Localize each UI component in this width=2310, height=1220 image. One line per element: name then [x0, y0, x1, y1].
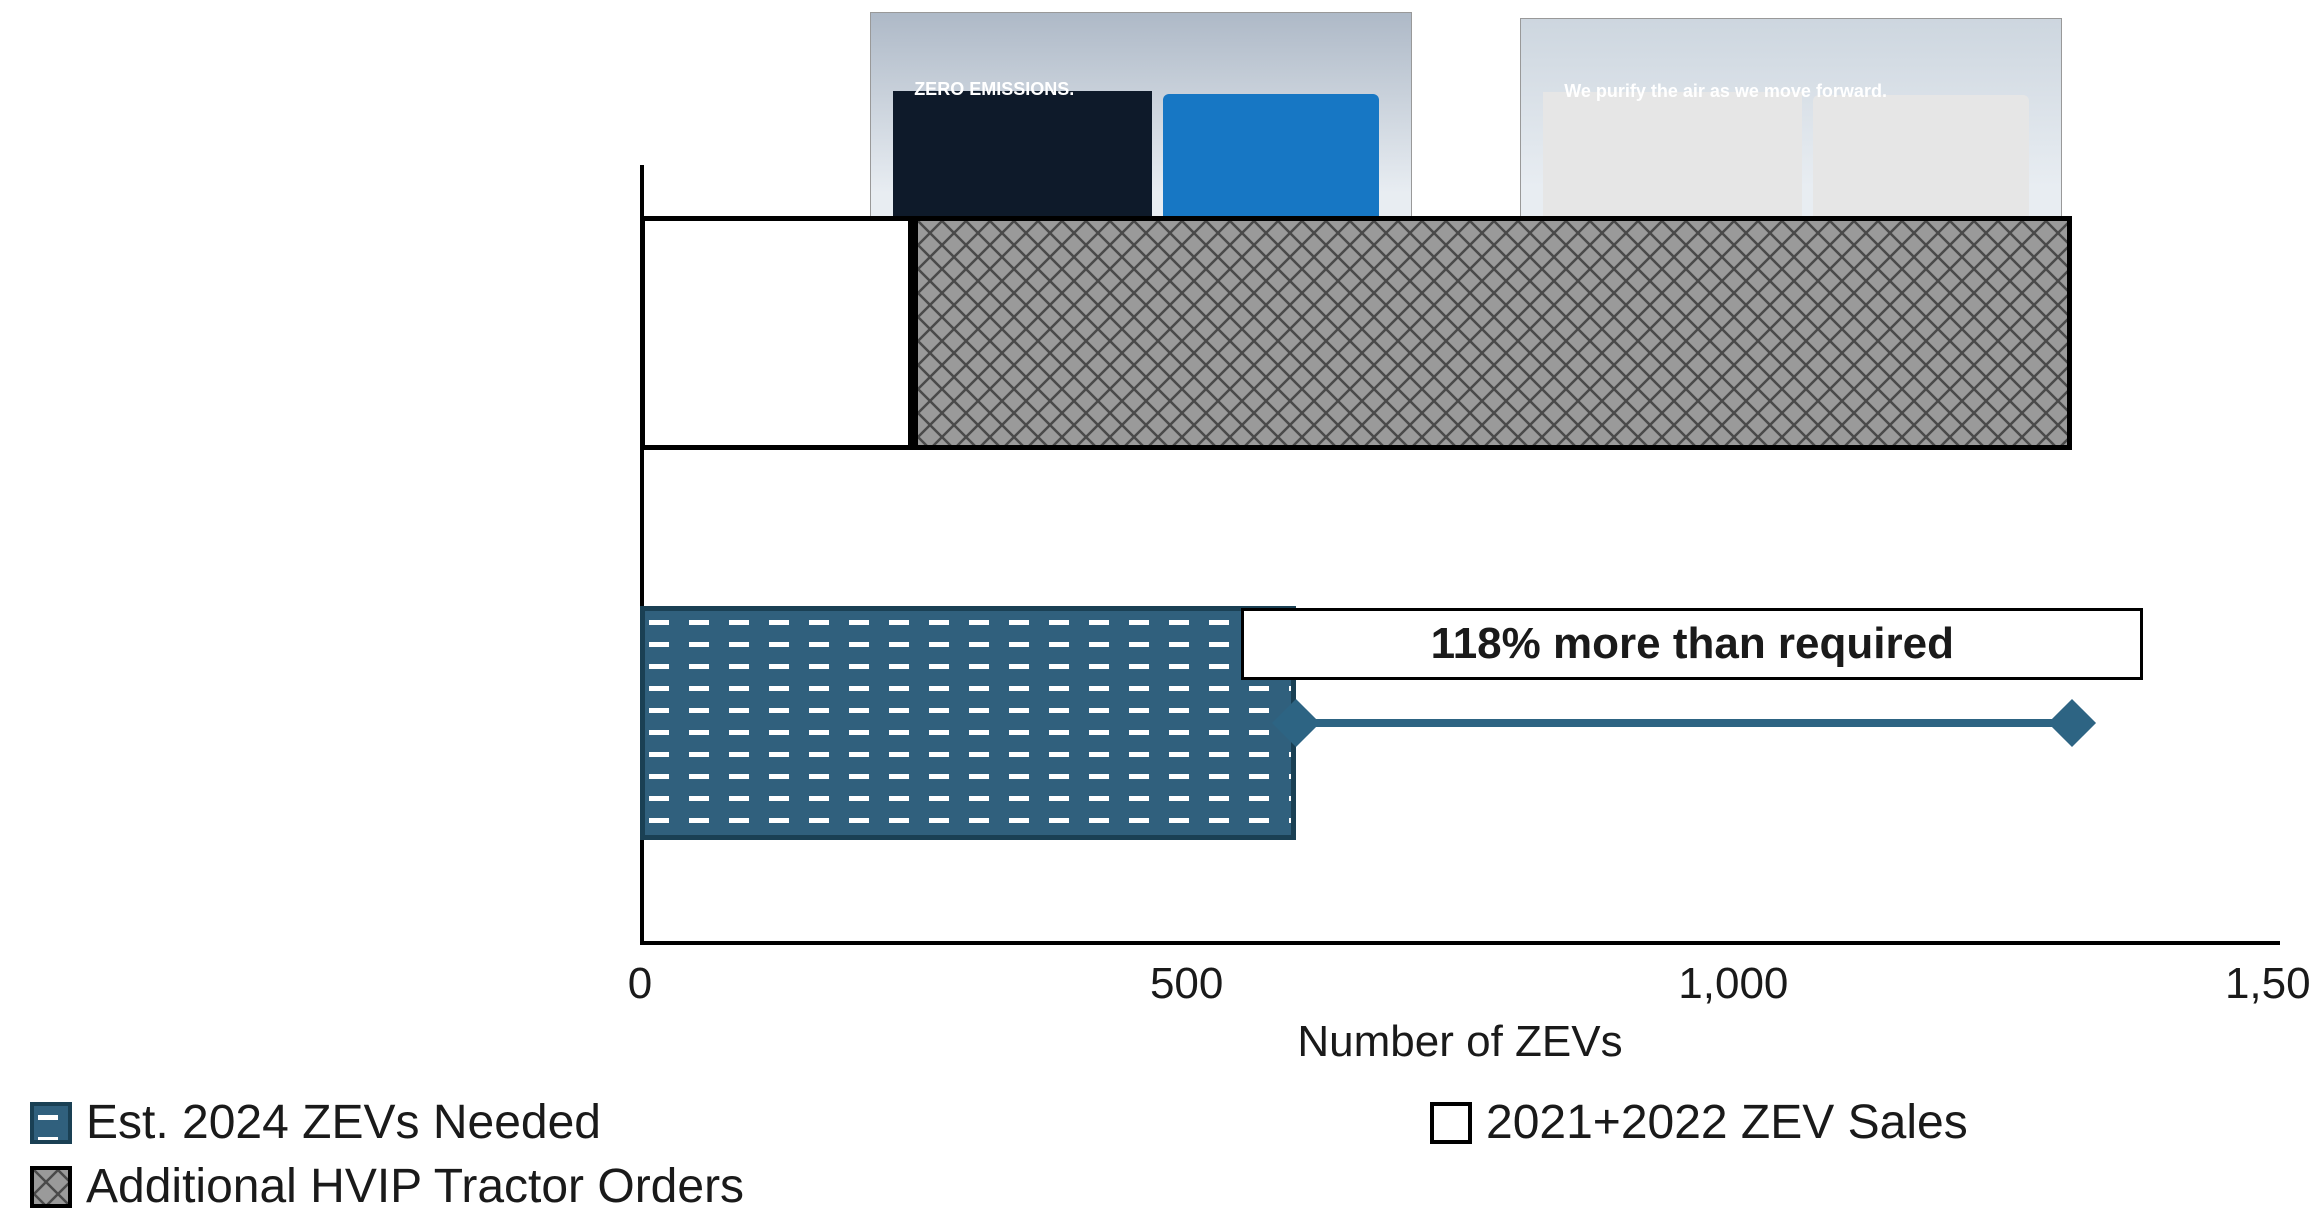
legend-swatch: [30, 1102, 72, 1144]
bar-sales_21_22: [640, 216, 913, 450]
x-axis-label: Number of ZEVs: [1297, 1017, 1622, 1067]
x-tick-label: 500: [1150, 959, 1223, 1009]
bar-hvip: [913, 216, 2072, 450]
legend-item-sales_21_22: 2021+2022 ZEV Sales: [1430, 1095, 1968, 1150]
legend-row-1: Est. 2024 ZEVs Needed: [30, 1095, 721, 1156]
legend-label: 2021+2022 ZEV Sales: [1486, 1095, 1968, 1150]
legend-swatch: [30, 1166, 72, 1208]
legend-item-needed: Est. 2024 ZEVs Needed: [30, 1095, 601, 1150]
legend-label: Est. 2024 ZEVs Needed: [86, 1095, 601, 1150]
x-tick-label: 1,500: [2225, 959, 2310, 1009]
x-tick-label: 0: [628, 959, 652, 1009]
annotation-label: 118% more than required: [1241, 608, 2143, 680]
legend-row-2: Additional HVIP Tractor Orders: [30, 1159, 864, 1220]
x-tick-label: 1,000: [1678, 959, 1788, 1009]
legend-label: Additional HVIP Tractor Orders: [86, 1159, 744, 1214]
legend-swatch: [1430, 1102, 1472, 1144]
legend-item-hvip: Additional HVIP Tractor Orders: [30, 1159, 744, 1214]
legend-row-1b: 2021+2022 ZEV Sales: [1040, 1095, 2088, 1156]
annotation-arrow: [1296, 719, 2072, 727]
bar-needed: [640, 606, 1296, 840]
